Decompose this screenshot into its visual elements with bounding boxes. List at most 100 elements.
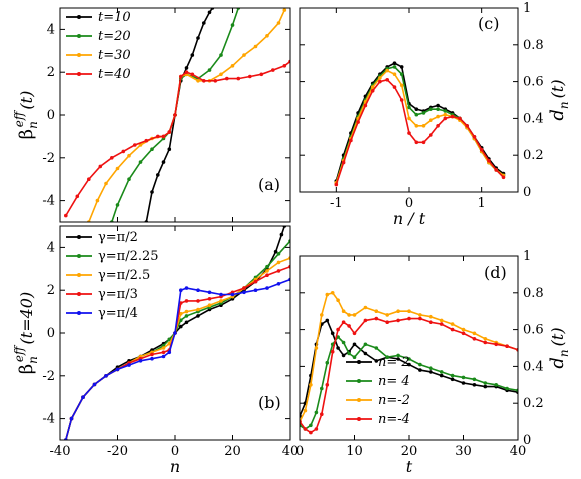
- data-point: [494, 383, 499, 387]
- data-point: [450, 327, 455, 332]
- data-point: [483, 337, 488, 341]
- data-point: [505, 344, 509, 349]
- panel-c: -1 0 1 0 0.2 0.4 0.6 0.8 1 (c) n / t dn (t): [299, 1, 571, 228]
- x-tick-label: -40: [50, 444, 71, 459]
- y-label-argument: (t): [17, 91, 36, 110]
- y-axis-label: βneff(t=40): [12, 292, 40, 374]
- panel-label: (d): [484, 263, 507, 282]
- y-label-superscript: eff: [12, 344, 26, 362]
- data-point: [219, 292, 223, 297]
- data-point: [225, 76, 229, 81]
- data-point: [330, 349, 335, 354]
- data-point: [303, 408, 308, 413]
- series-line-2: [65, 257, 290, 440]
- data-point: [429, 320, 433, 325]
- data-point: [207, 68, 212, 72]
- data-point: [443, 112, 448, 117]
- data-point: [407, 309, 411, 314]
- data-point: [461, 375, 466, 380]
- data-point: [265, 286, 269, 290]
- data-point: [479, 147, 484, 152]
- data-point: [436, 103, 440, 108]
- data-point: [253, 44, 258, 49]
- data-point: [458, 116, 462, 121]
- legend-marker: [77, 311, 81, 315]
- data-point: [69, 416, 74, 421]
- series-line-3: [335, 78, 505, 185]
- data-point: [202, 79, 206, 83]
- data-point: [144, 138, 149, 143]
- legend-marker: [77, 34, 81, 38]
- data-point: [341, 340, 346, 345]
- data-point: [429, 366, 433, 371]
- y-tick-label: -4: [42, 412, 55, 427]
- data-point: [173, 331, 177, 335]
- x-tick-label: 40: [510, 444, 527, 459]
- data-point: [429, 133, 433, 137]
- data-point: [253, 279, 258, 284]
- legend-entry: γ=π/4: [98, 306, 138, 321]
- data-point: [184, 286, 189, 290]
- data-point: [161, 350, 166, 355]
- data-point: [418, 368, 422, 372]
- data-point: [325, 360, 330, 365]
- data-point: [167, 130, 172, 134]
- data-point: [330, 331, 335, 336]
- data-point: [450, 377, 455, 382]
- data-point: [392, 61, 397, 65]
- data-point: [309, 423, 313, 428]
- data-point: [396, 318, 400, 323]
- data-point: [282, 8, 287, 12]
- data-point: [461, 381, 466, 385]
- y-tick-label: -4: [42, 194, 55, 209]
- data-point: [347, 313, 351, 317]
- y-tick-label: 0.8: [523, 38, 544, 53]
- data-point: [439, 370, 444, 374]
- y-label-argument: (t=40): [17, 292, 36, 345]
- data-point: [190, 72, 195, 77]
- series-line-1: [335, 66, 504, 184]
- x-tick-label: 40: [282, 444, 299, 459]
- data-point: [104, 374, 108, 378]
- data-point: [461, 327, 466, 332]
- plot-area: [300, 291, 518, 435]
- data-point: [98, 164, 103, 169]
- data-point: [179, 74, 183, 79]
- panel-label: (c): [478, 14, 499, 33]
- x-tick-label: -1: [330, 196, 343, 211]
- data-point: [429, 314, 433, 319]
- data-point: [276, 282, 281, 286]
- data-point: [341, 160, 346, 165]
- data-point: [472, 135, 477, 139]
- data-point: [385, 78, 390, 82]
- legend-marker: [77, 15, 81, 19]
- legend: n= 2 n= 4 n=-2 n=-4: [346, 355, 410, 427]
- data-point: [407, 357, 411, 361]
- legend: t=10 t=20 t=30 t=40: [66, 10, 131, 82]
- data-point: [363, 351, 368, 356]
- x-tick-label: 0: [296, 444, 304, 459]
- data-point: [309, 383, 313, 387]
- data-point: [179, 288, 183, 293]
- data-point: [505, 386, 509, 391]
- y-tick-label: 0: [523, 185, 531, 200]
- legend-marker: [77, 273, 81, 277]
- data-point: [341, 309, 346, 314]
- data-point: [392, 85, 397, 89]
- legend-marker: [77, 235, 81, 239]
- legend: γ=π/2 γ=π/2.25 γ=π/2.5 γ=π/3 γ=π/4: [66, 230, 159, 321]
- data-point: [363, 103, 368, 108]
- data-point: [314, 346, 319, 350]
- data-point: [399, 98, 404, 102]
- data-point: [265, 264, 269, 269]
- y-label-symbol: β: [16, 129, 37, 139]
- data-point: [279, 232, 284, 237]
- legend-entry: t=30: [98, 48, 131, 63]
- data-point: [407, 316, 411, 321]
- legend-marker: [357, 360, 361, 364]
- y-label-symbol: β: [16, 364, 37, 374]
- data-point: [418, 362, 422, 367]
- plot-area: [64, 226, 290, 440]
- data-point: [399, 72, 404, 76]
- data-point: [341, 320, 346, 325]
